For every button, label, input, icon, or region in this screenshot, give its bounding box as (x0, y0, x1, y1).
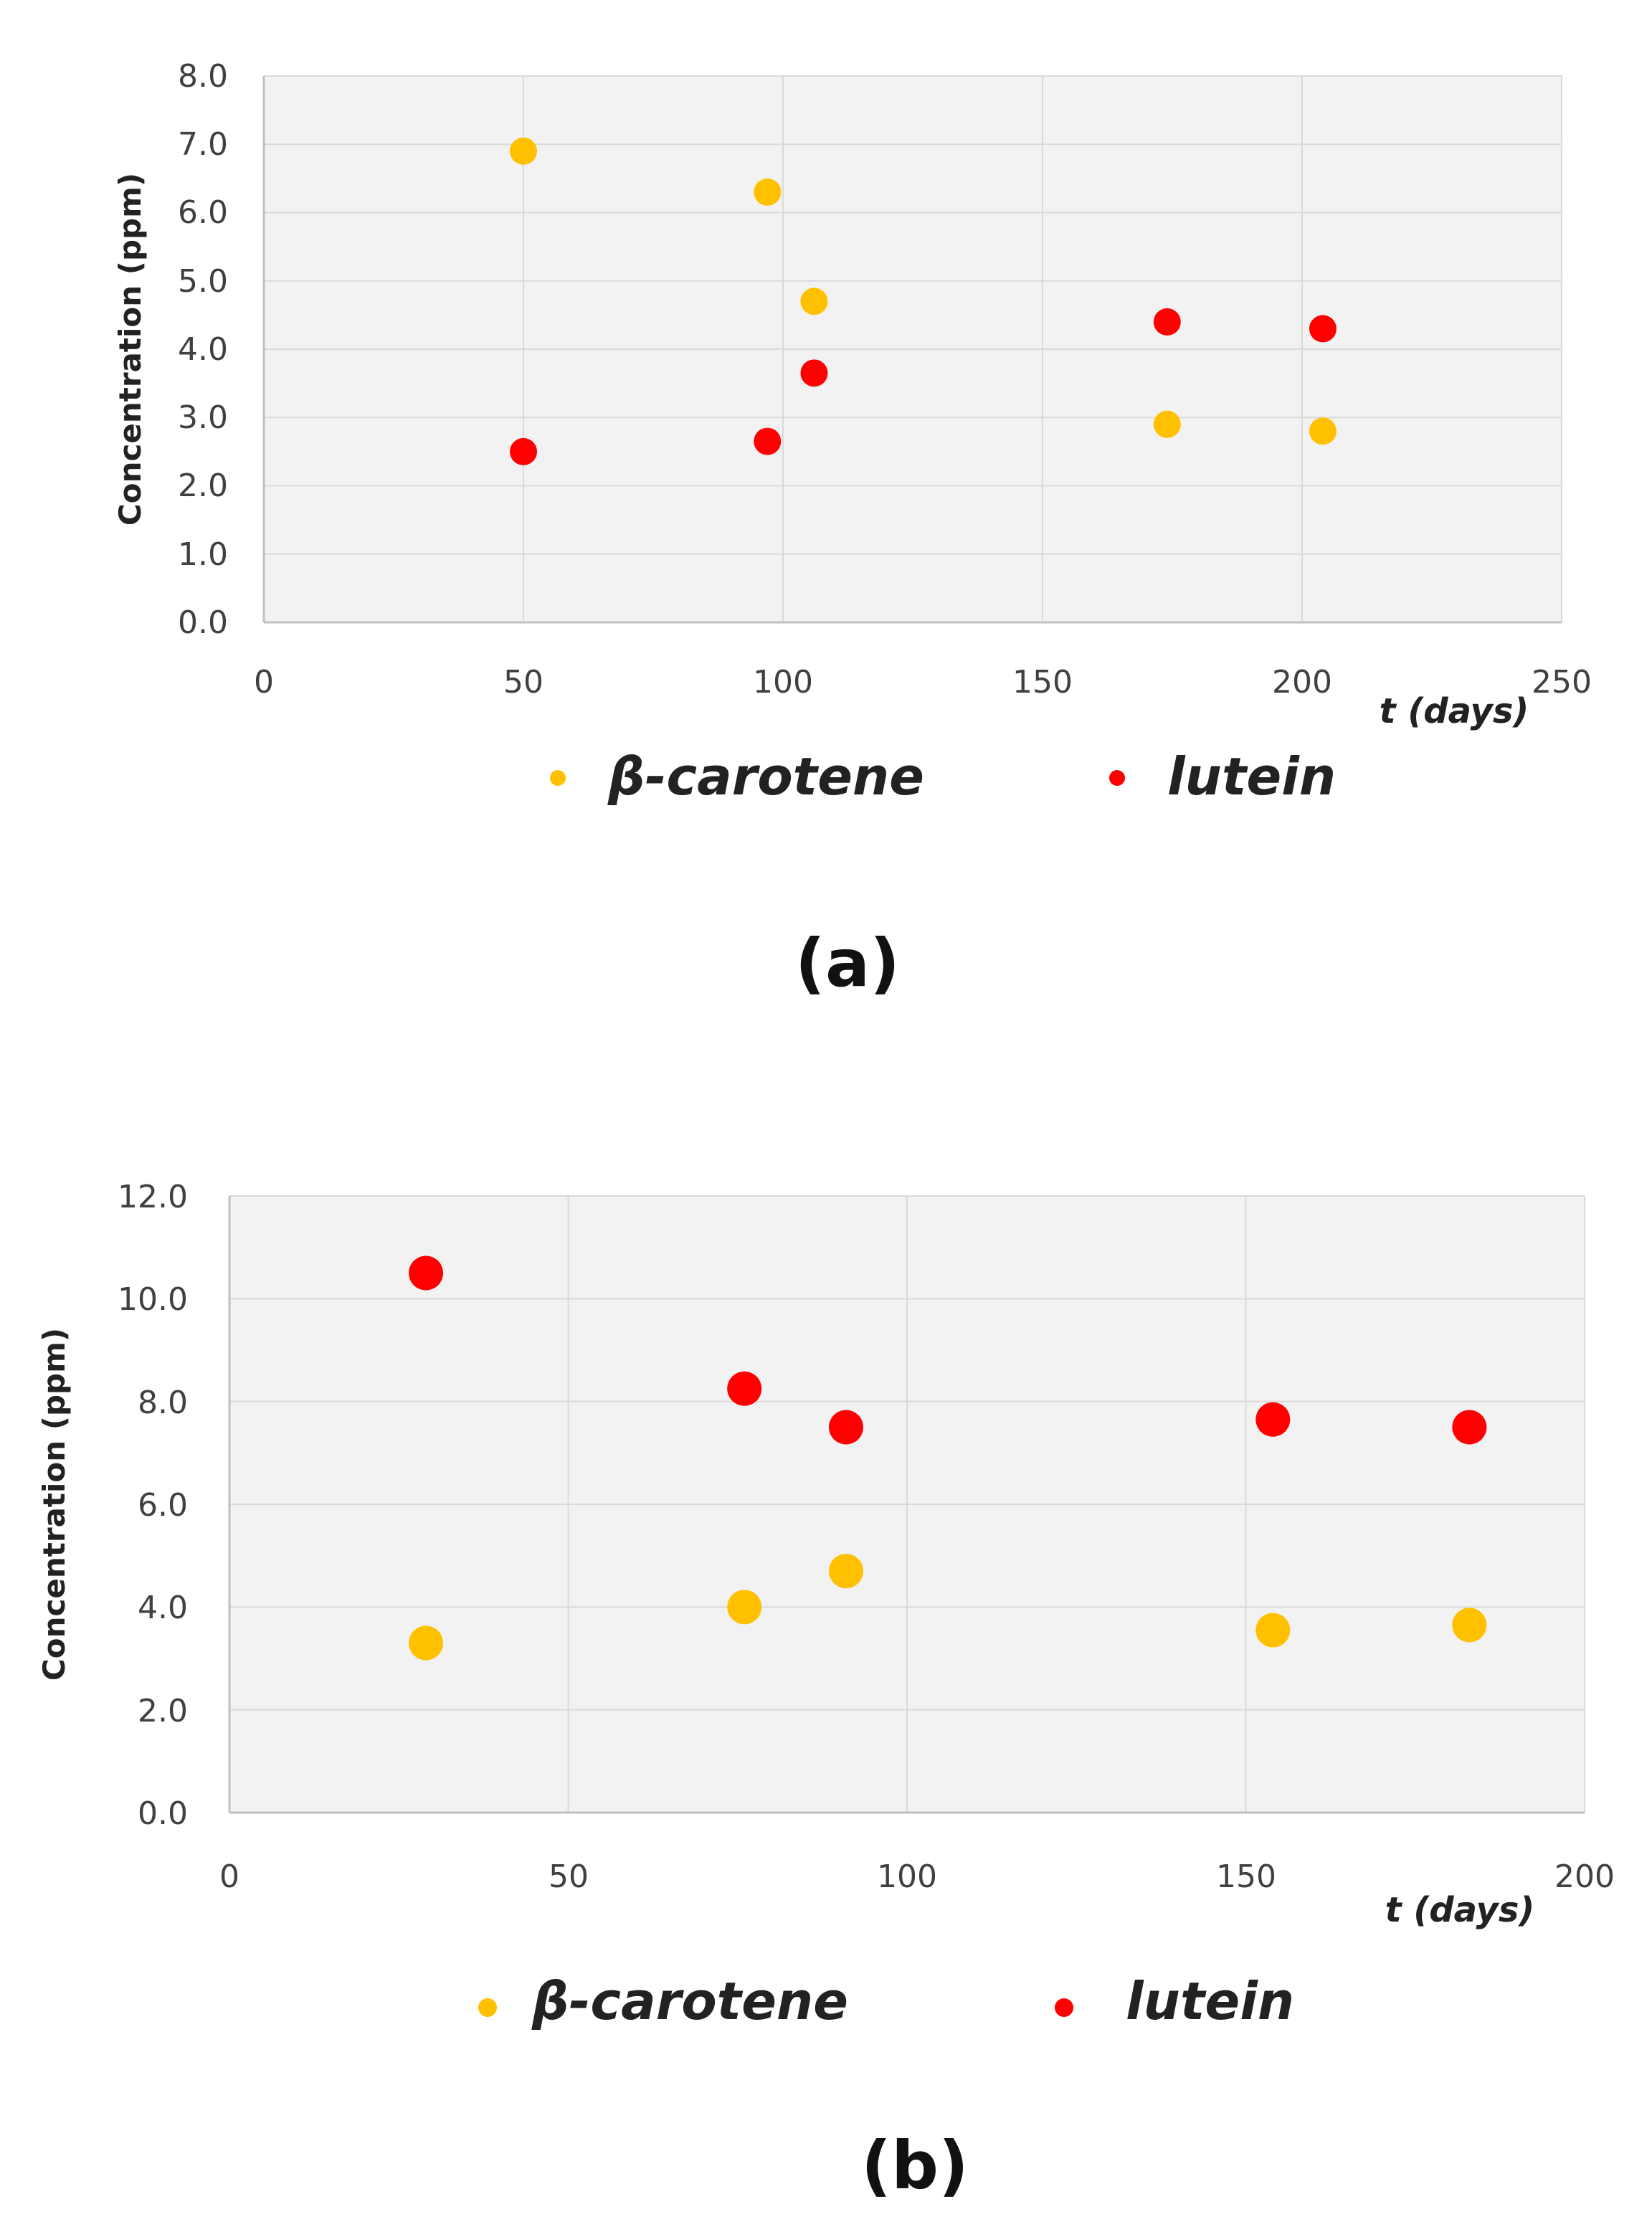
chart-a-y-tick: 2.0 (178, 467, 228, 504)
chart-a-y-tick: 6.0 (178, 194, 228, 231)
chart-b-point-beta-carotene (828, 1554, 863, 1589)
chart-a-legend-marker-beta-carotene (550, 770, 566, 786)
chart-b-y-axis-label: Concentration (ppm) (37, 1328, 72, 1681)
chart-a-point-lutein (510, 437, 537, 465)
chart-b-y-tick: 4.0 (138, 1590, 188, 1626)
chart-a-y-tick: 1.0 (178, 536, 228, 573)
chart-a-point-lutein (1153, 308, 1181, 336)
chart-b-x-tick: 200 (1554, 1858, 1615, 1895)
chart-a-x-tick: 150 (1012, 664, 1073, 701)
chart-b-legend-label-lutein: lutein (1126, 1971, 1294, 2031)
chart-b-y-tick: 6.0 (138, 1487, 188, 1524)
chart-b-point-beta-carotene (409, 1625, 444, 1661)
chart-b-x-tick: 100 (877, 1858, 937, 1895)
chart-a-y-tick: 7.0 (178, 126, 228, 163)
chart-a-y-tick: 3.0 (178, 399, 228, 436)
chart-a-y-tick: 5.0 (178, 263, 228, 300)
chart-a-x-tick: 200 (1272, 664, 1332, 701)
chart-b-point-lutein (1255, 1402, 1291, 1437)
chart-b-y-tick: 2.0 (138, 1693, 188, 1729)
chart-a-point-lutein (754, 427, 782, 455)
chart-a-point-beta-carotene (1309, 417, 1337, 445)
chart-b-panel-label: (b) (861, 2127, 969, 2204)
chart-b-x-axis-label: t (days) (1385, 1890, 1535, 1930)
chart-b-y-tick: 12.0 (118, 1179, 188, 1215)
chart-a-x-tick: 250 (1532, 664, 1592, 701)
chart-a-gridlines (264, 75, 1562, 622)
chart-a: 0.0 1.0 2.0 3.0 4.0 5.0 6.0 7.0 8.0 0 50… (113, 58, 1592, 1002)
chart-b-legend-label-beta-carotene: β-carotene (531, 1971, 848, 2031)
chart-b-legend-marker-beta-carotene (478, 1998, 497, 2017)
chart-b-y-tick: 0.0 (138, 1795, 188, 1832)
chart-b-points (409, 1255, 1487, 1661)
chart-a-y-tick: 4.0 (178, 331, 228, 368)
chart-a-point-lutein (800, 359, 828, 387)
chart-a-legend-label-lutein: lutein (1167, 746, 1336, 807)
chart-b: 0.0 2.0 4.0 6.0 8.0 10.0 12.0 0 50 100 1… (37, 1179, 1615, 2204)
chart-a-point-beta-carotene (510, 137, 537, 165)
chart-a-legend-marker-lutein (1109, 770, 1125, 786)
chart-b-gridlines (229, 1195, 1585, 1813)
chart-a-point-beta-carotene (1153, 410, 1181, 438)
chart-b-y-tick: 8.0 (138, 1385, 188, 1421)
chart-b-point-lutein (828, 1410, 863, 1445)
chart-a-point-beta-carotene (754, 178, 782, 206)
chart-a-x-tick: 100 (753, 664, 813, 701)
chart-a-point-beta-carotene (800, 288, 828, 315)
chart-b-point-lutein (1452, 1410, 1487, 1445)
chart-b-x-tick: 150 (1216, 1858, 1276, 1895)
chart-b-y-tick: 10.0 (118, 1281, 188, 1318)
chart-a-y-tick: 8.0 (178, 58, 228, 95)
chart-b-point-lutein (409, 1255, 444, 1291)
chart-b-x-tick: 50 (549, 1858, 589, 1895)
chart-a-legend-label-beta-carotene: β-carotene (607, 746, 924, 807)
chart-b-point-lutein (727, 1371, 762, 1406)
chart-b-point-beta-carotene (1452, 1608, 1487, 1643)
chart-b-point-beta-carotene (1255, 1613, 1291, 1648)
chart-a-point-lutein (1309, 315, 1337, 343)
chart-a-x-axis-label: t (days) (1380, 691, 1529, 731)
chart-b-x-tick: 0 (219, 1858, 239, 1895)
chart-b-point-beta-carotene (727, 1590, 762, 1625)
chart-a-y-axis-label: Concentration (ppm) (113, 173, 148, 526)
chart-b-legend-marker-lutein (1055, 1998, 1073, 2017)
chart-a-y-tick: 0.0 (178, 604, 228, 641)
chart-a-panel-label: (a) (795, 925, 900, 1002)
chart-a-points (510, 137, 1337, 465)
chart-a-x-tick: 50 (503, 664, 543, 701)
chart-a-x-tick: 0 (254, 664, 274, 701)
